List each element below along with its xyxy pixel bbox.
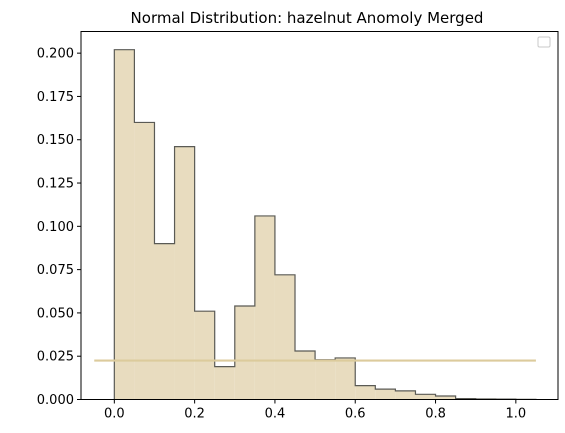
- histogram-bar: [114, 49, 135, 400]
- histogram-bar: [435, 396, 456, 400]
- plot-frame: [80, 31, 559, 400]
- y-tick-label: 0.200: [37, 47, 74, 62]
- histogram-bars: [114, 49, 536, 400]
- histogram-bar: [295, 351, 316, 400]
- y-axis: 0.000 0.025 0.050 0.075 0.100 0.125 0.150 0.175…: [37, 47, 81, 408]
- histogram-bar: [395, 390, 416, 400]
- histogram-bar: [254, 215, 275, 400]
- histogram-bar: [274, 274, 296, 400]
- y-tick-label: 0.125: [37, 177, 74, 192]
- y-tick-label: 0.175: [37, 90, 74, 105]
- x-tick-label: 0.8: [425, 407, 446, 422]
- y-tick-label: 0.100: [37, 220, 74, 235]
- y-tick-label: 0.000: [37, 393, 74, 408]
- chart-title: Normal Distribution: hazelnut Anomoly Me…: [131, 9, 484, 27]
- y-tick-label: 0.050: [37, 306, 74, 321]
- histogram-bar: [134, 122, 155, 400]
- histogram-bar: [214, 366, 235, 400]
- x-tick-label: 0.2: [184, 407, 205, 422]
- histogram-bar: [335, 357, 356, 400]
- histogram-bar: [415, 394, 436, 400]
- x-tick-label: 0.4: [265, 407, 286, 422]
- x-tick-label: 1.0: [505, 407, 526, 422]
- y-tick-label: 0.025: [37, 350, 74, 365]
- x-axis: 0.0 0.2 0.4 0.6 0.8 1.0: [104, 399, 526, 422]
- y-tick-label: 0.150: [37, 133, 74, 148]
- x-tick-label: 0.6: [345, 407, 366, 422]
- legend-box: [537, 36, 551, 48]
- y-tick-label: 0.075: [37, 263, 74, 278]
- histogram-bar: [375, 389, 396, 400]
- x-tick-label: 0.0: [104, 407, 125, 422]
- histogram-bar: [194, 311, 215, 400]
- histogram-bar: [174, 146, 195, 400]
- histogram-bar: [355, 385, 376, 400]
- histogram-bar: [315, 359, 336, 400]
- histogram-bar: [234, 305, 255, 400]
- histogram-bar: [154, 243, 175, 400]
